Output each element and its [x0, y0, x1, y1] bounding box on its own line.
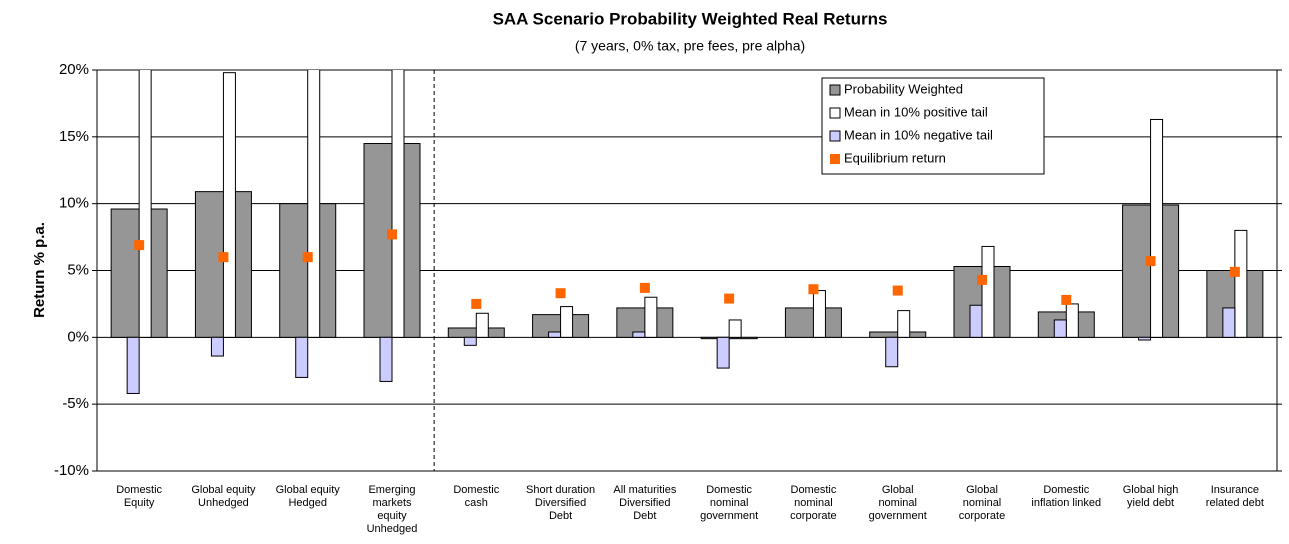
x-tick-label: Global equity: [276, 484, 341, 496]
bar: [728, 319, 742, 338]
x-tick-label: Domestic: [791, 484, 837, 496]
x-tick-label: All maturities: [613, 484, 676, 496]
chart-subtitle: (7 years, 0% tax, pre fees, pre alpha): [575, 38, 805, 54]
x-tick-label: Insurance: [1211, 484, 1259, 496]
bar: [812, 290, 826, 338]
legend-swatch: [829, 107, 841, 119]
bar: [379, 336, 393, 382]
x-tick-label: government: [869, 510, 927, 522]
x-tick-label: corporate: [790, 510, 836, 522]
x-tick-label: Hedged: [288, 497, 327, 509]
bar: [1138, 336, 1152, 341]
legend-swatch: [829, 84, 841, 96]
legend-box: [821, 77, 1045, 175]
y-axis-label: Return % p.a.: [31, 222, 48, 318]
bar: [307, 70, 321, 338]
legend-swatch: [829, 130, 841, 142]
x-tick-label: yield debt: [1127, 497, 1174, 509]
legend-swatch: [830, 154, 840, 164]
y-tick-label: 10%: [59, 195, 89, 212]
bar: [644, 296, 658, 338]
x-tick-label: Domestic: [116, 484, 162, 496]
bar: [138, 70, 152, 338]
marker: [724, 293, 735, 304]
marker: [808, 284, 819, 295]
bar: [126, 336, 140, 394]
x-tick-label: Debt: [549, 510, 572, 522]
y-tick-label: 15%: [59, 128, 89, 145]
x-tick-label: nominal: [963, 497, 1002, 509]
marker: [134, 240, 145, 251]
marker: [892, 285, 903, 296]
marker: [1229, 266, 1240, 277]
marker: [471, 298, 482, 309]
marker: [1145, 256, 1156, 267]
x-tick-label: nominal: [878, 497, 917, 509]
x-tick-label: government: [700, 510, 758, 522]
plot: [110, 70, 1264, 394]
x-tick-label: Emerging: [368, 484, 415, 496]
bar: [981, 245, 995, 338]
y-tick-label: 20%: [59, 61, 89, 78]
bar: [1065, 303, 1079, 338]
bar: [1150, 118, 1164, 338]
legend-label: Probability Weighted: [844, 81, 963, 96]
bar: [295, 336, 309, 378]
x-tick-label: Equity: [124, 497, 155, 509]
x-tick-label: Global high: [1123, 484, 1179, 496]
marker: [977, 274, 987, 285]
x-tick-label: Global equity: [191, 484, 256, 496]
x-tick-label: Domestic: [453, 484, 499, 496]
x-tick-label: corporate: [959, 510, 1005, 522]
legend-label: Mean in 10% positive tail: [844, 104, 988, 119]
x-tick-label: Global: [882, 484, 914, 496]
x-tick-label: Domestic: [706, 484, 752, 496]
bar: [1222, 307, 1236, 338]
y-tick-label: 5%: [67, 261, 89, 278]
y-tick-label: -10%: [54, 462, 89, 479]
x-tick-label: Unhedged: [367, 523, 418, 535]
x-tick-label: Unhedged: [198, 497, 249, 509]
x-tick-label: Global: [966, 484, 998, 496]
bar: [463, 336, 477, 346]
bar: [1053, 319, 1067, 338]
x-tick-label: nominal: [710, 497, 749, 509]
x-tick-label: inflation linked: [1031, 497, 1101, 509]
marker: [1061, 294, 1072, 305]
bar: [548, 331, 562, 338]
bar: [222, 72, 236, 338]
x-tick-label: nominal: [794, 497, 833, 509]
bar: [632, 331, 646, 338]
x-tick-label: Diversified: [619, 497, 670, 509]
x-tick-label: markets: [372, 497, 412, 509]
marker: [639, 282, 650, 293]
marker: [387, 229, 397, 240]
x-tick-label: Short duration: [526, 484, 595, 496]
chart-title: SAA Scenario Probability Weighted Real R…: [493, 9, 888, 28]
x-tick-label: related debt: [1206, 497, 1264, 509]
marker: [218, 252, 229, 263]
bar: [391, 70, 405, 338]
bar: [1234, 229, 1248, 338]
bar: [969, 304, 983, 338]
x-tick-label: equity: [377, 510, 407, 522]
x-tick-label: Diversified: [535, 497, 586, 509]
bar: [210, 336, 224, 357]
x-tick-label: cash: [465, 497, 488, 509]
bar: [475, 312, 489, 338]
legend-label: Equilibrium return: [844, 150, 946, 165]
marker: [555, 288, 566, 299]
marker: [302, 252, 313, 263]
x-tick-label: Debt: [633, 510, 656, 522]
legend-label: Mean in 10% negative tail: [844, 127, 993, 142]
y-tick-label: 0%: [67, 328, 89, 345]
y-tick-label: -5%: [62, 395, 89, 412]
x-tick-label: Domestic: [1043, 484, 1089, 496]
bar: [560, 306, 574, 338]
bar: [716, 336, 730, 369]
bar: [885, 336, 899, 368]
bar: [897, 310, 911, 338]
